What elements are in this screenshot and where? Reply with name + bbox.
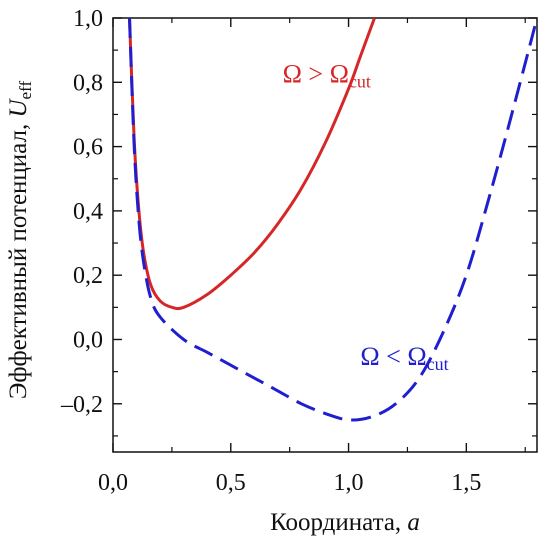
y-tick-label: 0,2 xyxy=(73,263,103,289)
plot-frame xyxy=(112,17,538,453)
y-tick-label: 0,8 xyxy=(73,70,103,96)
x-tick-label: 1,0 xyxy=(334,470,364,496)
series-annotation-1: Ω > Ωcut xyxy=(283,59,371,91)
x-axis-title: Координата, a xyxy=(270,509,420,536)
y-tick-label: 0,0 xyxy=(73,327,103,353)
y-tick-label: 0,4 xyxy=(73,199,103,225)
series-annotation-2: Ω < Ωcut xyxy=(360,342,448,374)
x-tick-label: 0,5 xyxy=(216,470,246,496)
x-tick-label: 1,5 xyxy=(451,470,481,496)
y-tick-label: –0,2 xyxy=(60,392,103,418)
x-tick-label: 0,0 xyxy=(98,470,128,496)
y-axis-title: Эффективный потенциал, Ueff xyxy=(5,81,35,400)
y-tick-label: 0,6 xyxy=(73,135,103,161)
y-tick-label: 1,0 xyxy=(73,6,103,32)
series-line-2 xyxy=(128,18,537,422)
series-line-1 xyxy=(128,18,376,311)
